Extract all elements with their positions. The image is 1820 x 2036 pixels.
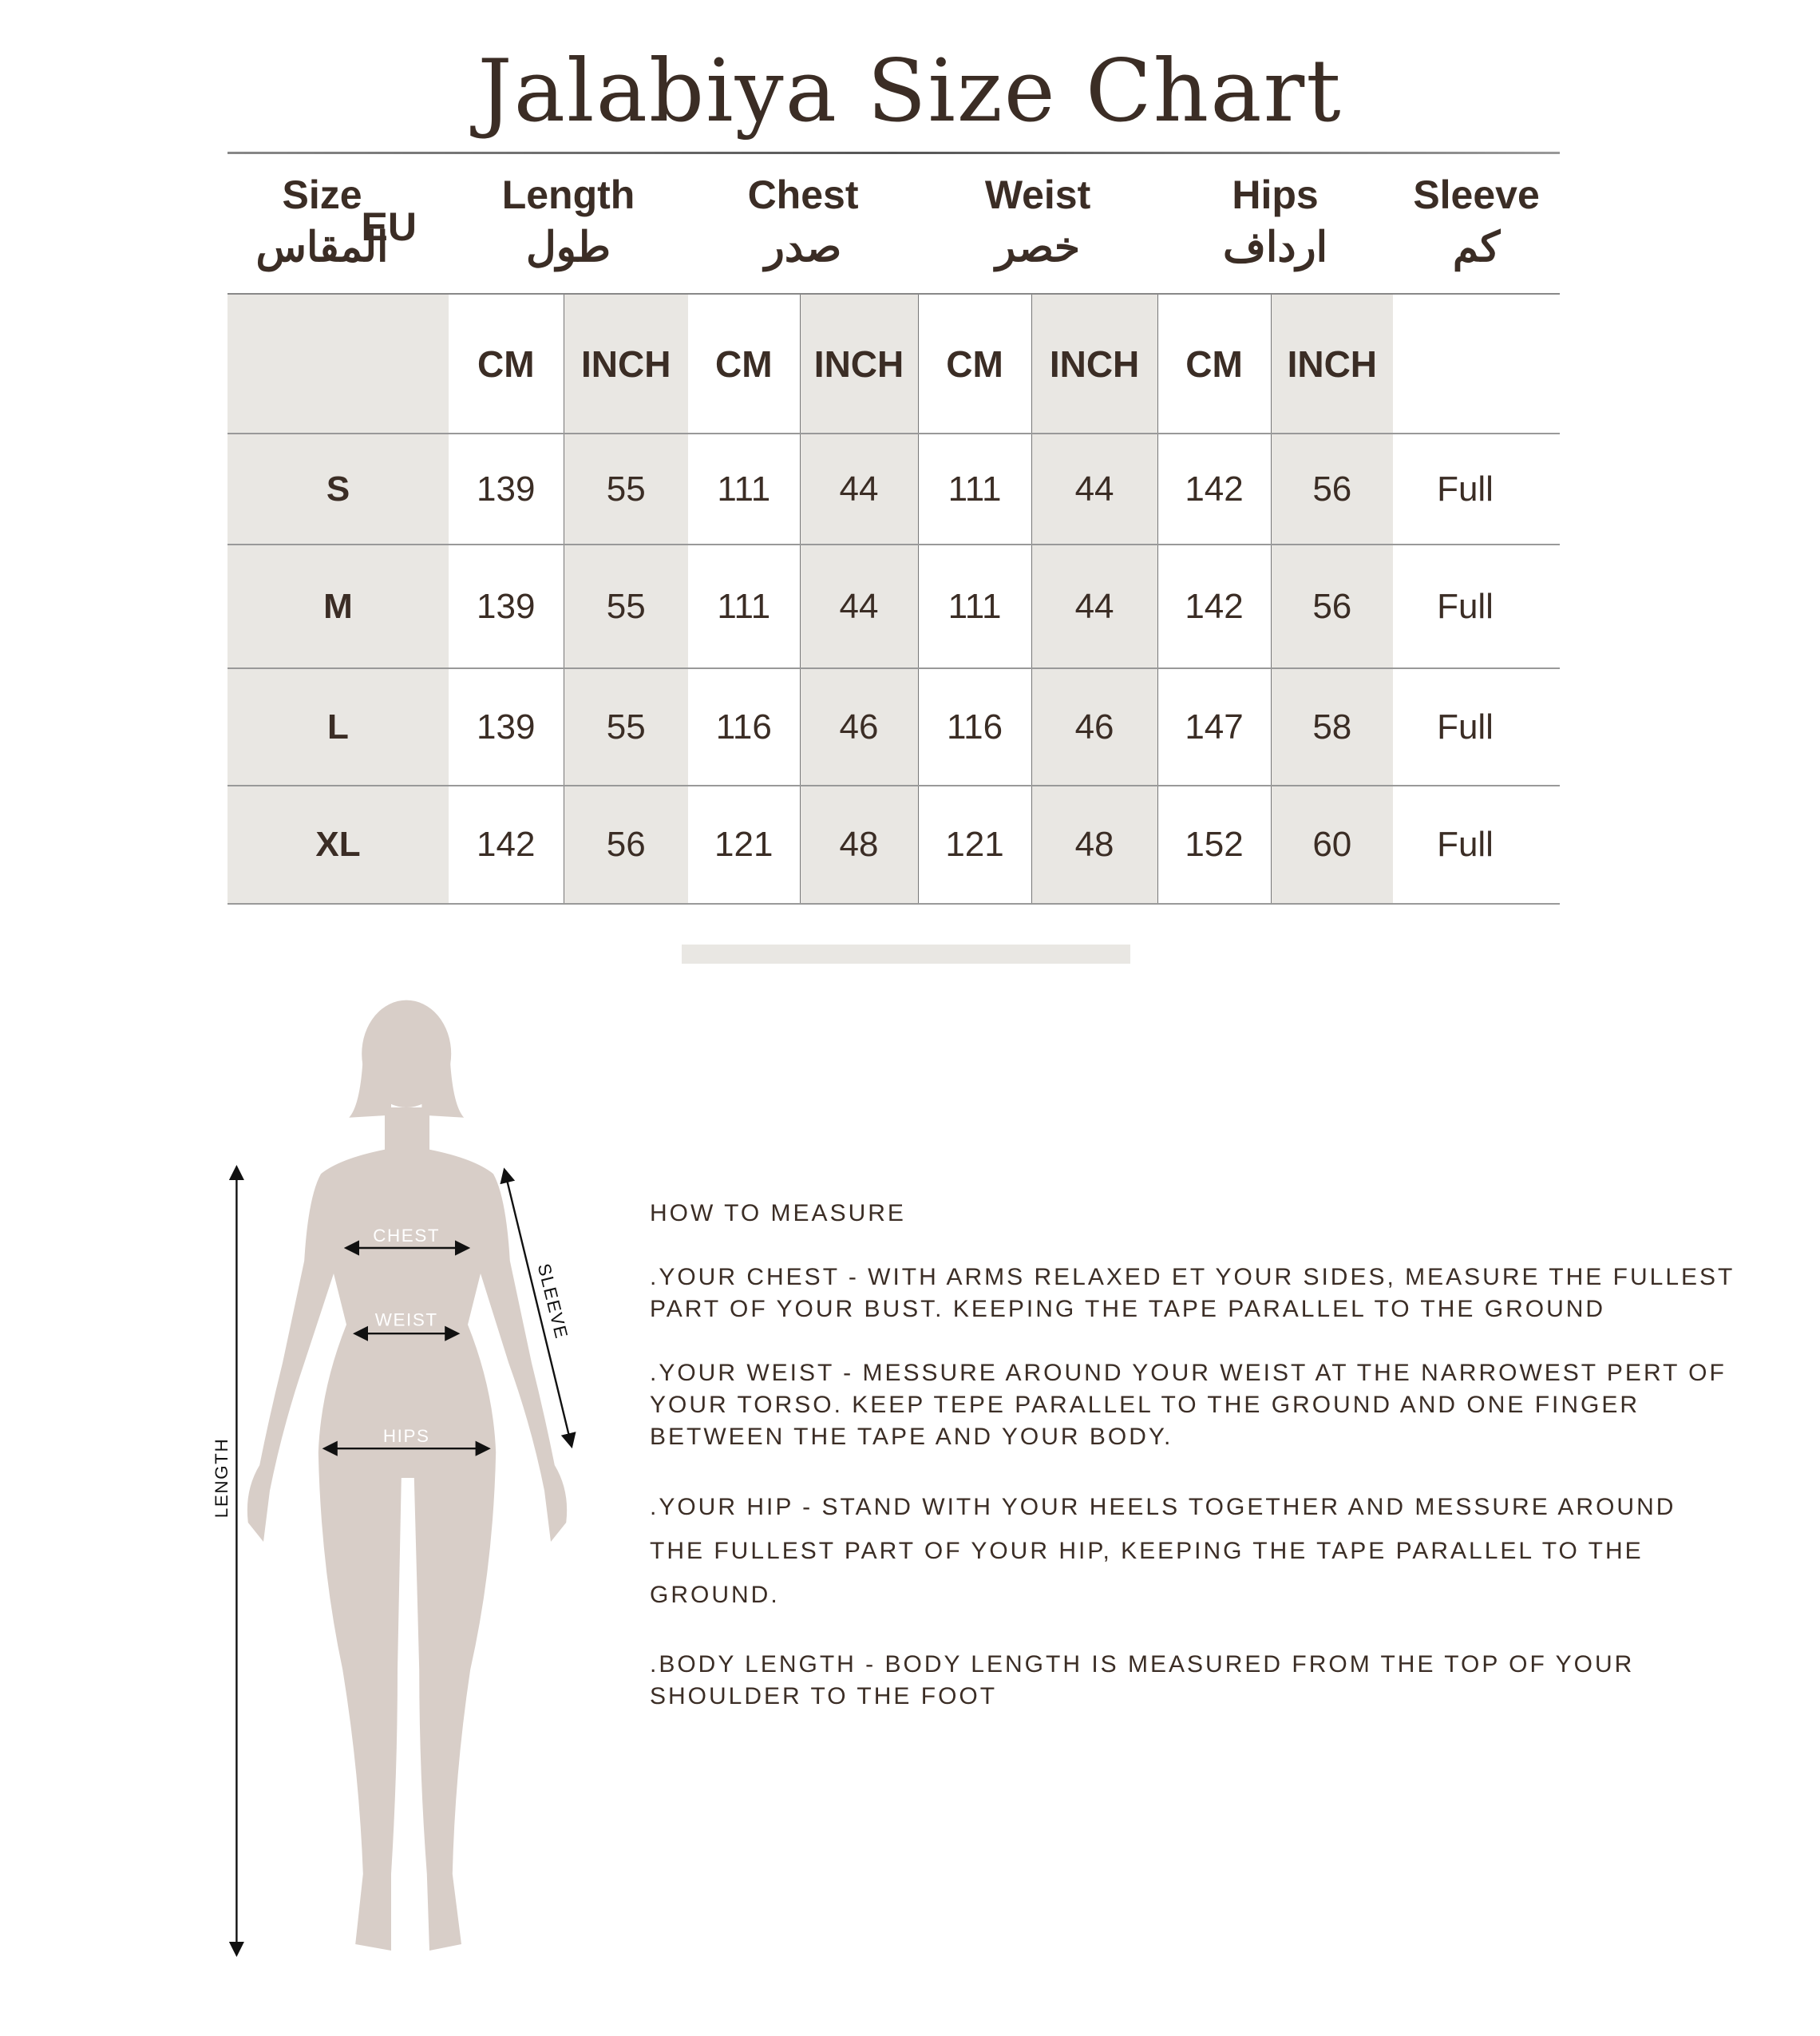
value-cell: 46 (799, 667, 919, 786)
header-size: Size المقاس EU (228, 152, 449, 294)
header-chest: Chest صدر (688, 152, 918, 294)
value-cell: 44 (1031, 433, 1158, 545)
table-row: S 139 55 111 44 111 44 142 56 Full (228, 433, 1561, 545)
title-divider (228, 152, 1560, 154)
header-hips-en: Hips (1232, 172, 1319, 218)
unit-cell: INCH (799, 293, 919, 434)
unit-cell: INCH (563, 293, 689, 434)
header-sleeve-ar: كم (1452, 224, 1501, 271)
units-blank (228, 293, 449, 434)
value-cell: 142 (1157, 433, 1272, 545)
unit-cell: CM (688, 293, 801, 434)
how-to-heading: HOW TO MEASURE (650, 1200, 906, 1226)
value-cell: 56 (1270, 433, 1394, 545)
value-cell: 58 (1270, 667, 1394, 786)
value-cell: 55 (563, 667, 689, 786)
length-instructions: .BODY LENGTH - BODY LENGTH IS MEASURED F… (650, 1651, 1635, 1709)
table-row: XL 142 56 121 48 121 48 152 60 Full (228, 785, 1561, 905)
header-size-ar: المقاس (255, 224, 389, 271)
header-chest-en: Chest (747, 172, 859, 218)
value-cell: 111 (688, 433, 801, 545)
value-cell: 55 (563, 544, 689, 668)
sleeve-cell: Full (1393, 785, 1561, 905)
size-cell: XL (228, 785, 449, 905)
section-divider-bar (682, 945, 1130, 964)
unit-cell: CM (917, 293, 1032, 434)
value-cell: 152 (1157, 785, 1272, 905)
value-cell: 116 (688, 667, 801, 786)
value-cell: 48 (1031, 785, 1158, 905)
weist-label: WEIST (375, 1310, 438, 1330)
size-cell: M (228, 544, 449, 668)
header-chest-ar: صدر (764, 224, 842, 271)
value-cell: 111 (917, 433, 1032, 545)
value-cell: 60 (1270, 785, 1394, 905)
value-cell: 142 (449, 785, 564, 905)
value-cell: 121 (917, 785, 1032, 905)
size-cell: S (228, 433, 449, 545)
value-cell: 46 (1031, 667, 1158, 786)
size-table: Size المقاس EU Length طول Chest صدر Weist خ… (228, 152, 1561, 905)
header-length: Length طول (449, 152, 688, 294)
value-cell: 44 (799, 433, 919, 545)
size-cell: L (228, 667, 449, 786)
hip-instructions: .YOUR HIP - STAND WITH YOUR HEELS TOGETH… (650, 1494, 1676, 1608)
value-cell: 55 (563, 433, 689, 545)
header-size-en: Size (282, 172, 362, 218)
table-row: M 139 55 111 44 111 44 142 56 Full (228, 544, 1561, 668)
chest-instructions: .YOUR CHEST - WITH ARMS RELAXED ET YOUR … (650, 1264, 1735, 1322)
header-length-ar: طول (525, 224, 611, 271)
value-cell: 44 (799, 544, 919, 668)
header-hips: Hips ارداف (1157, 152, 1393, 294)
sleeve-cell: Full (1393, 667, 1561, 786)
hips-label: HIPS (383, 1426, 430, 1446)
header-hips-ar: ارداف (1223, 224, 1328, 271)
unit-cell: CM (1157, 293, 1272, 434)
header-length-en: Length (501, 172, 635, 218)
chest-label: CHEST (373, 1226, 440, 1246)
sleeve-label: SLEEVE (534, 1262, 572, 1341)
value-cell: 139 (449, 667, 564, 786)
header-weist-ar: خصر (995, 224, 1080, 271)
value-cell: 56 (1270, 544, 1394, 668)
how-to-measure: HOW TO MEASURE .YOUR CHEST - WITH ARMS R… (650, 1198, 1735, 1745)
page-title: Jalabiya Size Chart (477, 42, 1343, 141)
units-blank (1393, 293, 1561, 434)
value-cell: 121 (688, 785, 801, 905)
unit-cell: INCH (1031, 293, 1158, 434)
units-row: CM INCH CM INCH CM INCH CM INCH (228, 293, 1561, 434)
weist-instructions: .YOUR WEIST - MESSURE AROUND YOUR WEIST … (650, 1360, 1727, 1450)
value-cell: 44 (1031, 544, 1158, 668)
length-label: LENGTH (212, 1438, 231, 1518)
value-cell: 111 (688, 544, 801, 668)
unit-cell: INCH (1270, 293, 1394, 434)
sleeve-arrow (500, 1167, 576, 1449)
value-cell: 56 (563, 785, 689, 905)
value-cell: 139 (449, 544, 564, 668)
value-cell: 139 (449, 433, 564, 545)
unit-cell: CM (449, 293, 564, 434)
value-cell: 116 (917, 667, 1032, 786)
value-cell: 48 (799, 785, 919, 905)
value-cell: 142 (1157, 544, 1272, 668)
header-weist: Weist خصر (918, 152, 1157, 294)
value-cell: 147 (1157, 667, 1272, 786)
value-cell: 111 (917, 544, 1032, 668)
body-measurement-figure: CHEST WEIST HIPS LENGTH SLEEVE (212, 1000, 576, 1957)
header-sleeve-en: Sleeve (1413, 172, 1540, 218)
header-weist-en: Weist (984, 172, 1091, 218)
table-row: L 139 55 116 46 116 46 147 58 Full (228, 667, 1561, 786)
sleeve-cell: Full (1393, 544, 1561, 668)
body-silhouette (247, 1000, 568, 1951)
header-sleeve: Sleeve كم (1393, 152, 1560, 294)
header-size-eu: EU (361, 204, 417, 249)
header-row: Size المقاس EU Length طول Chest صدر Weist خ… (228, 152, 1560, 294)
sleeve-cell: Full (1393, 433, 1561, 545)
